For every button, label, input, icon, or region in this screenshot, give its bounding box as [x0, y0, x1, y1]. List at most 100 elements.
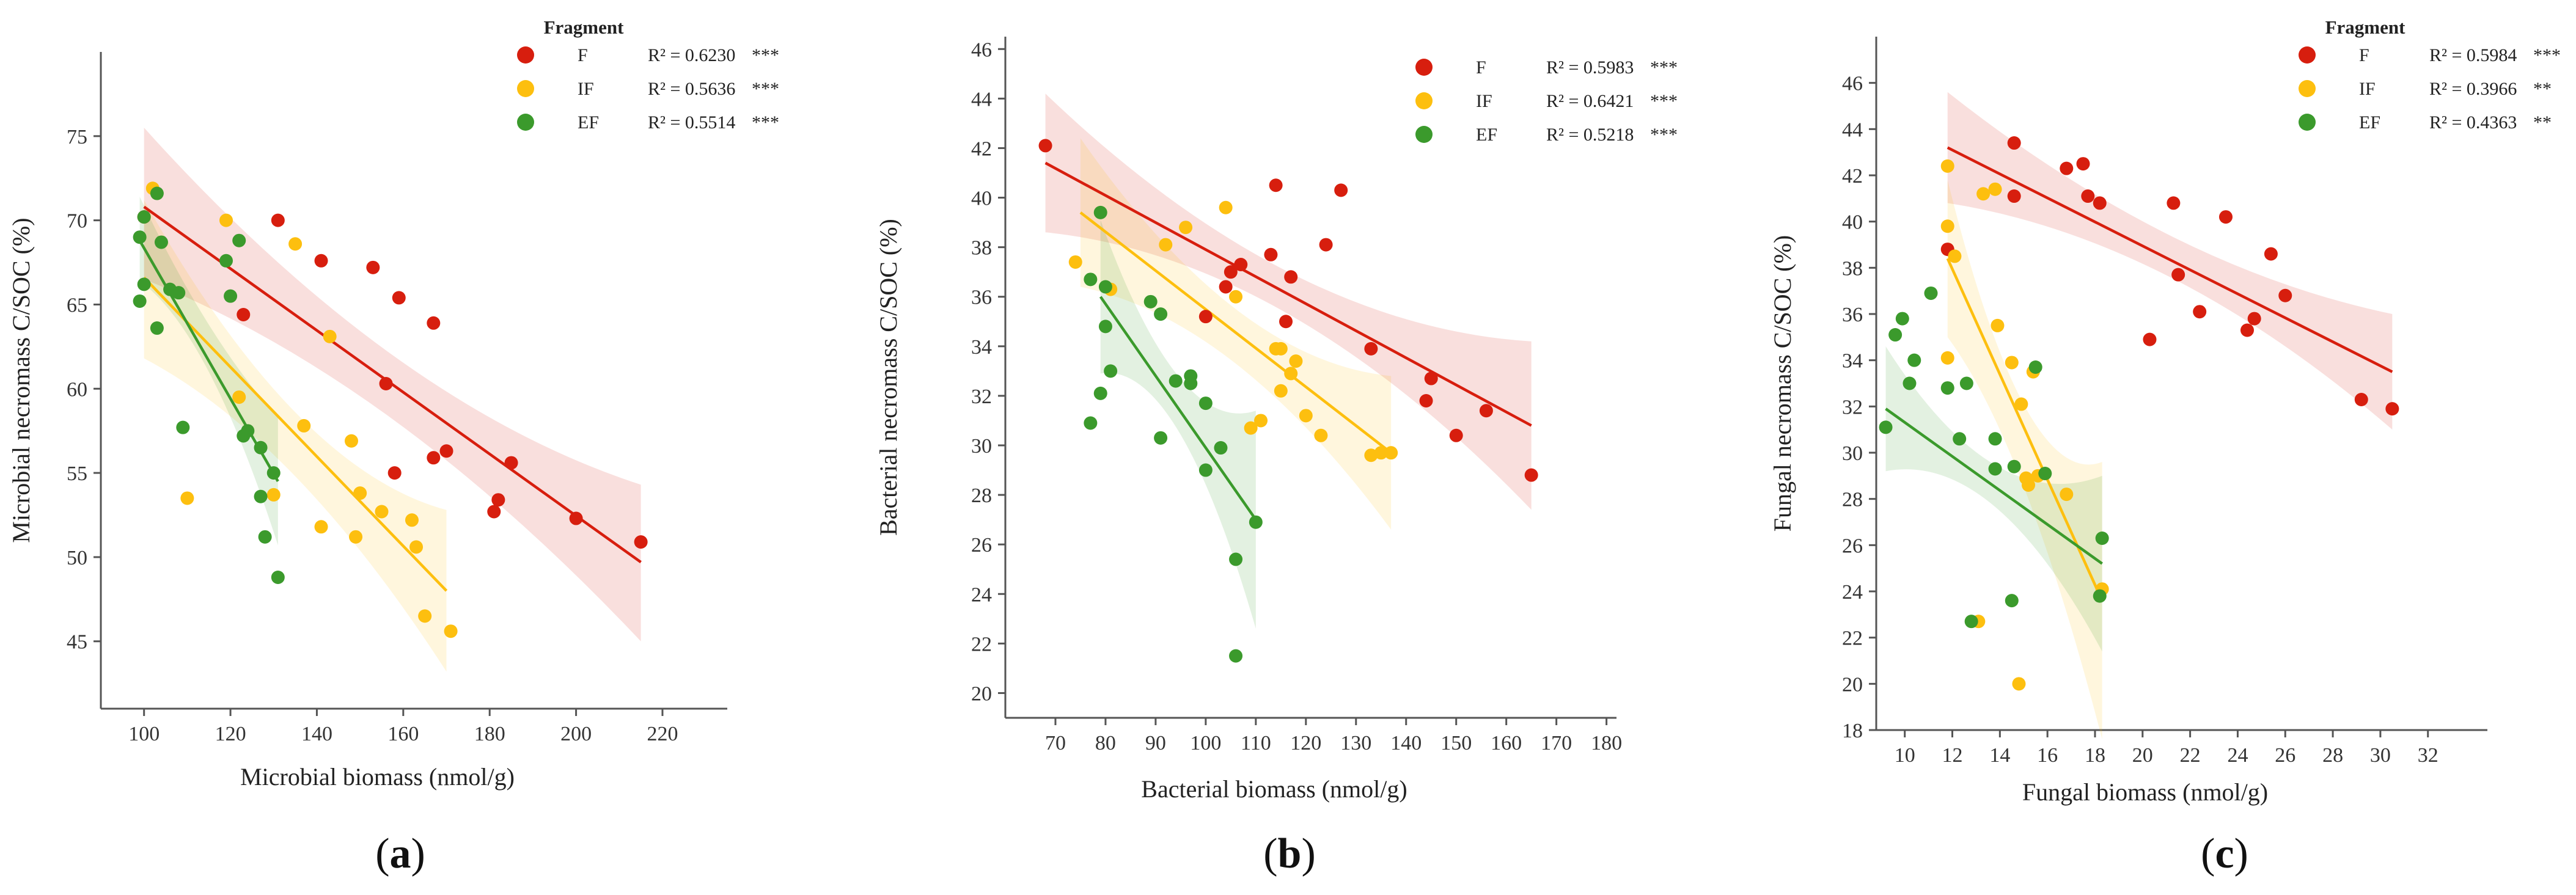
panel-label: (a): [375, 830, 425, 877]
y-tick-label: 65: [67, 294, 87, 316]
legend-marker-if: [517, 80, 534, 97]
legend-significance: ***: [752, 79, 779, 99]
data-point-if: [1274, 384, 1288, 398]
y-tick-label: 42: [971, 137, 992, 160]
data-point-f: [569, 511, 583, 525]
data-point-ef: [1888, 328, 1903, 342]
data-point-ef: [2028, 360, 2042, 374]
data-point-ef: [1229, 552, 1243, 566]
data-point-if: [2014, 397, 2028, 411]
y-tick-label: 24: [971, 583, 992, 606]
y-tick-label: 20: [1842, 673, 1863, 696]
regression-line-if: [1079, 211, 1392, 454]
data-point-ef: [241, 424, 255, 438]
x-tick-label: 20: [2132, 744, 2153, 767]
x-axis-title: Microbial biomass (nmol/g): [240, 763, 515, 791]
data-point-f: [2167, 196, 2181, 210]
data-point-ef: [254, 440, 268, 455]
y-tick-label: 26: [971, 534, 992, 557]
y-tick-label: 46: [1842, 73, 1863, 95]
data-point-f: [1234, 258, 1248, 272]
x-tick-label: 28: [2322, 744, 2343, 767]
x-tick-label: 150: [1440, 732, 1472, 754]
data-point-f: [1279, 315, 1293, 329]
data-point-f: [2007, 136, 2021, 150]
data-point-if: [1159, 238, 1173, 252]
data-point-ef: [2005, 594, 2019, 608]
data-point-f: [2218, 210, 2233, 224]
data-point-ef: [1198, 463, 1213, 477]
data-point-if: [375, 505, 389, 519]
legend-marker-f: [2299, 46, 2316, 64]
data-point-ef: [1093, 205, 1107, 219]
data-point-ef: [2095, 531, 2109, 545]
y-tick-label: 30: [971, 435, 992, 458]
data-point-ef: [1964, 615, 1978, 629]
x-tick-label: 90: [1145, 732, 1166, 754]
y-axis-title: Fungal necromass C/SOC (%): [1769, 235, 1796, 532]
data-point-f: [2247, 312, 2261, 326]
legend-title: Fragment: [544, 16, 625, 38]
x-tick-label: 12: [1942, 744, 1963, 767]
data-point-ef: [266, 466, 281, 480]
data-point-ef: [1214, 441, 1228, 455]
data-point-ef: [2038, 467, 2052, 481]
data-point-if: [1254, 414, 1268, 428]
data-point-f: [2093, 196, 2107, 210]
data-point-ef: [1084, 272, 1098, 287]
legend-significance: ***: [752, 45, 779, 65]
legend-r2: R² = 0.5218: [1546, 125, 1634, 145]
legend-marker-if: [2299, 80, 2316, 97]
x-tick-label: 180: [474, 723, 505, 745]
legend-r2: R² = 0.5983: [1546, 57, 1634, 78]
data-point-if: [353, 486, 367, 500]
legend: Fragment F R² = 0.5984 *** IF R² = 0.3966 ** EF…: [2299, 16, 2561, 133]
data-point-ef: [1084, 416, 1098, 430]
legend-r2: R² = 0.6421: [1546, 91, 1634, 111]
x-tick-label: 18: [2085, 744, 2105, 767]
data-point-if: [1229, 290, 1243, 304]
x-axis-title: Bacterial biomass (nmol/g): [1141, 775, 1407, 803]
data-point-ef: [1154, 431, 1168, 445]
legend-significance: ***: [1650, 57, 1678, 78]
data-point-if: [323, 329, 337, 343]
data-point-f: [1198, 310, 1213, 324]
data-point-if: [2005, 356, 2019, 370]
data-point-if: [232, 390, 246, 404]
panel-label-letter: a: [390, 830, 411, 877]
data-point-ef: [176, 420, 190, 434]
data-point-if: [297, 418, 311, 433]
y-tick-label: 36: [1842, 304, 1863, 326]
x-tick-label: 100: [128, 723, 160, 745]
data-point-f: [1449, 428, 1463, 442]
data-point-ef: [137, 277, 151, 291]
data-point-if: [1940, 351, 1954, 365]
data-point-f: [1284, 270, 1298, 284]
data-point-if: [1289, 354, 1303, 368]
data-point-f: [2171, 268, 2185, 282]
x-tick-label: 180: [1591, 732, 1622, 754]
y-tick-label: 70: [67, 210, 87, 233]
legend-r2: R² = 0.5514: [648, 112, 735, 133]
data-point-ef: [254, 489, 268, 503]
data-point-if: [1179, 221, 1193, 235]
y-tick-label: 34: [971, 336, 992, 359]
data-point-f: [1364, 342, 1378, 356]
data-point-ef: [1988, 432, 2002, 446]
x-tick-label: 160: [387, 723, 419, 745]
data-point-ef: [271, 571, 285, 584]
data-point-f: [1269, 178, 1283, 192]
legend: Fragment F R² = 0.6230 *** IF R² = 0.5636 *** E…: [517, 16, 779, 133]
data-point-if: [418, 609, 432, 623]
legend-label: F: [578, 45, 588, 65]
data-point-f: [2081, 189, 2095, 203]
x-tick-label: 140: [1390, 732, 1422, 754]
data-point-ef: [133, 230, 147, 244]
data-point-ef: [1249, 515, 1263, 529]
y-axis-title: Microbial necromass C/SOC (%): [7, 217, 35, 542]
y-tick-label: 50: [67, 547, 87, 569]
legend-label: F: [1476, 57, 1486, 78]
panel-c: 10 12 14 16 18 20 22 24 26 28 30 32 18 20 22 24 26 28 30 32…: [1769, 16, 2561, 877]
data-point-ef: [133, 294, 147, 308]
y-tick-label: 40: [971, 188, 992, 210]
